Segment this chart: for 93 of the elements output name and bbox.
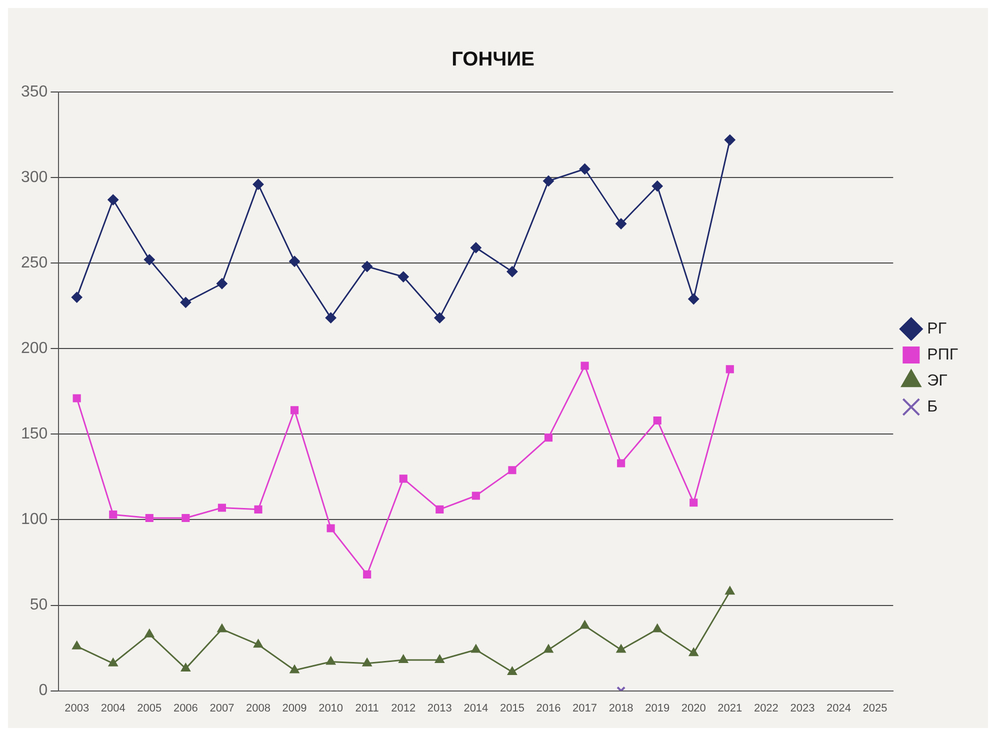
point	[108, 658, 118, 666]
y-tick-label: 0	[38, 682, 48, 700]
x-tick-label: 2015	[500, 702, 524, 714]
point	[71, 292, 82, 303]
x-tick-label: 2014	[464, 702, 488, 714]
point	[472, 492, 480, 500]
x-tick-label: 2007	[210, 702, 234, 714]
x-tick-label: 2020	[681, 702, 706, 714]
point	[109, 510, 118, 519]
point	[180, 296, 192, 308]
y-tick-label: 150	[20, 426, 48, 443]
x-tick-label: 2025	[862, 702, 888, 714]
point	[254, 505, 262, 514]
point	[362, 261, 373, 272]
x-tick-label: 2010	[318, 702, 344, 714]
point	[580, 620, 590, 629]
point	[544, 434, 553, 442]
x-tick-label: 2012	[391, 702, 416, 714]
point	[544, 644, 554, 653]
point	[542, 175, 554, 186]
point	[252, 178, 264, 190]
x-tick-label: 2023	[790, 702, 815, 714]
y-tick-label: 200	[20, 340, 48, 358]
x-tick-label: 2021	[718, 702, 742, 714]
point	[72, 394, 81, 402]
point	[434, 312, 446, 324]
point	[507, 666, 518, 675]
y-tick-label: 50	[30, 596, 48, 614]
point	[725, 586, 735, 595]
x-tick-label: 2011	[355, 702, 379, 714]
point	[617, 459, 626, 468]
y-tick-label: 100	[20, 511, 48, 528]
x-tick-label: 2005	[137, 702, 162, 714]
point	[398, 271, 409, 282]
legend-label: Б	[927, 398, 938, 416]
x-tick-label: 2004	[100, 702, 126, 714]
point	[436, 505, 444, 514]
point	[182, 514, 190, 522]
point	[508, 466, 516, 474]
x-tick-label: 2017	[572, 702, 598, 714]
point	[253, 639, 264, 648]
point	[580, 362, 589, 370]
point	[216, 278, 228, 290]
point	[652, 180, 663, 192]
point	[362, 658, 372, 666]
point	[579, 163, 590, 174]
chart-title: ГОНЧИЕ	[452, 48, 534, 71]
point	[652, 624, 662, 632]
point	[398, 654, 408, 664]
x-tick-label: 2019	[645, 702, 670, 714]
point	[108, 194, 119, 206]
point	[218, 504, 226, 512]
point	[688, 648, 698, 656]
point	[399, 474, 408, 483]
point	[653, 416, 662, 425]
y-tick-label: 300	[20, 168, 48, 186]
x-tick-label: 2009	[282, 702, 307, 714]
x-tick-label: 2013	[427, 702, 452, 714]
point	[326, 524, 335, 532]
x-tick-label: 2022	[754, 702, 778, 714]
point	[690, 498, 698, 507]
point	[325, 312, 336, 324]
point	[363, 570, 372, 578]
x-tick-label: 2018	[608, 702, 634, 714]
point	[289, 256, 300, 267]
point	[145, 514, 154, 522]
x-tick-label: 2003	[64, 702, 90, 714]
x-tick-label: 2024	[826, 702, 851, 714]
point	[506, 266, 518, 278]
point	[180, 663, 191, 672]
legend-label: РГ	[927, 320, 947, 338]
point	[72, 640, 82, 650]
point	[470, 242, 482, 254]
y-tick-label: 250	[20, 254, 48, 272]
legend-label: ЭГ	[927, 372, 948, 390]
point	[616, 218, 627, 230]
point	[144, 628, 154, 638]
point	[290, 406, 299, 414]
point	[326, 656, 336, 665]
x-tick-label: 2008	[246, 702, 270, 714]
x-tick-label: 2016	[536, 702, 561, 714]
point	[726, 365, 734, 374]
point	[144, 254, 155, 266]
point	[290, 664, 300, 674]
point	[724, 134, 736, 146]
point	[688, 294, 700, 305]
legend-label: РПГ	[927, 346, 958, 364]
y-tick-label: 350	[20, 83, 48, 100]
point	[471, 644, 481, 653]
point	[217, 624, 227, 632]
x-tick-label: 2006	[173, 702, 198, 714]
point	[434, 654, 444, 664]
point	[616, 644, 626, 653]
